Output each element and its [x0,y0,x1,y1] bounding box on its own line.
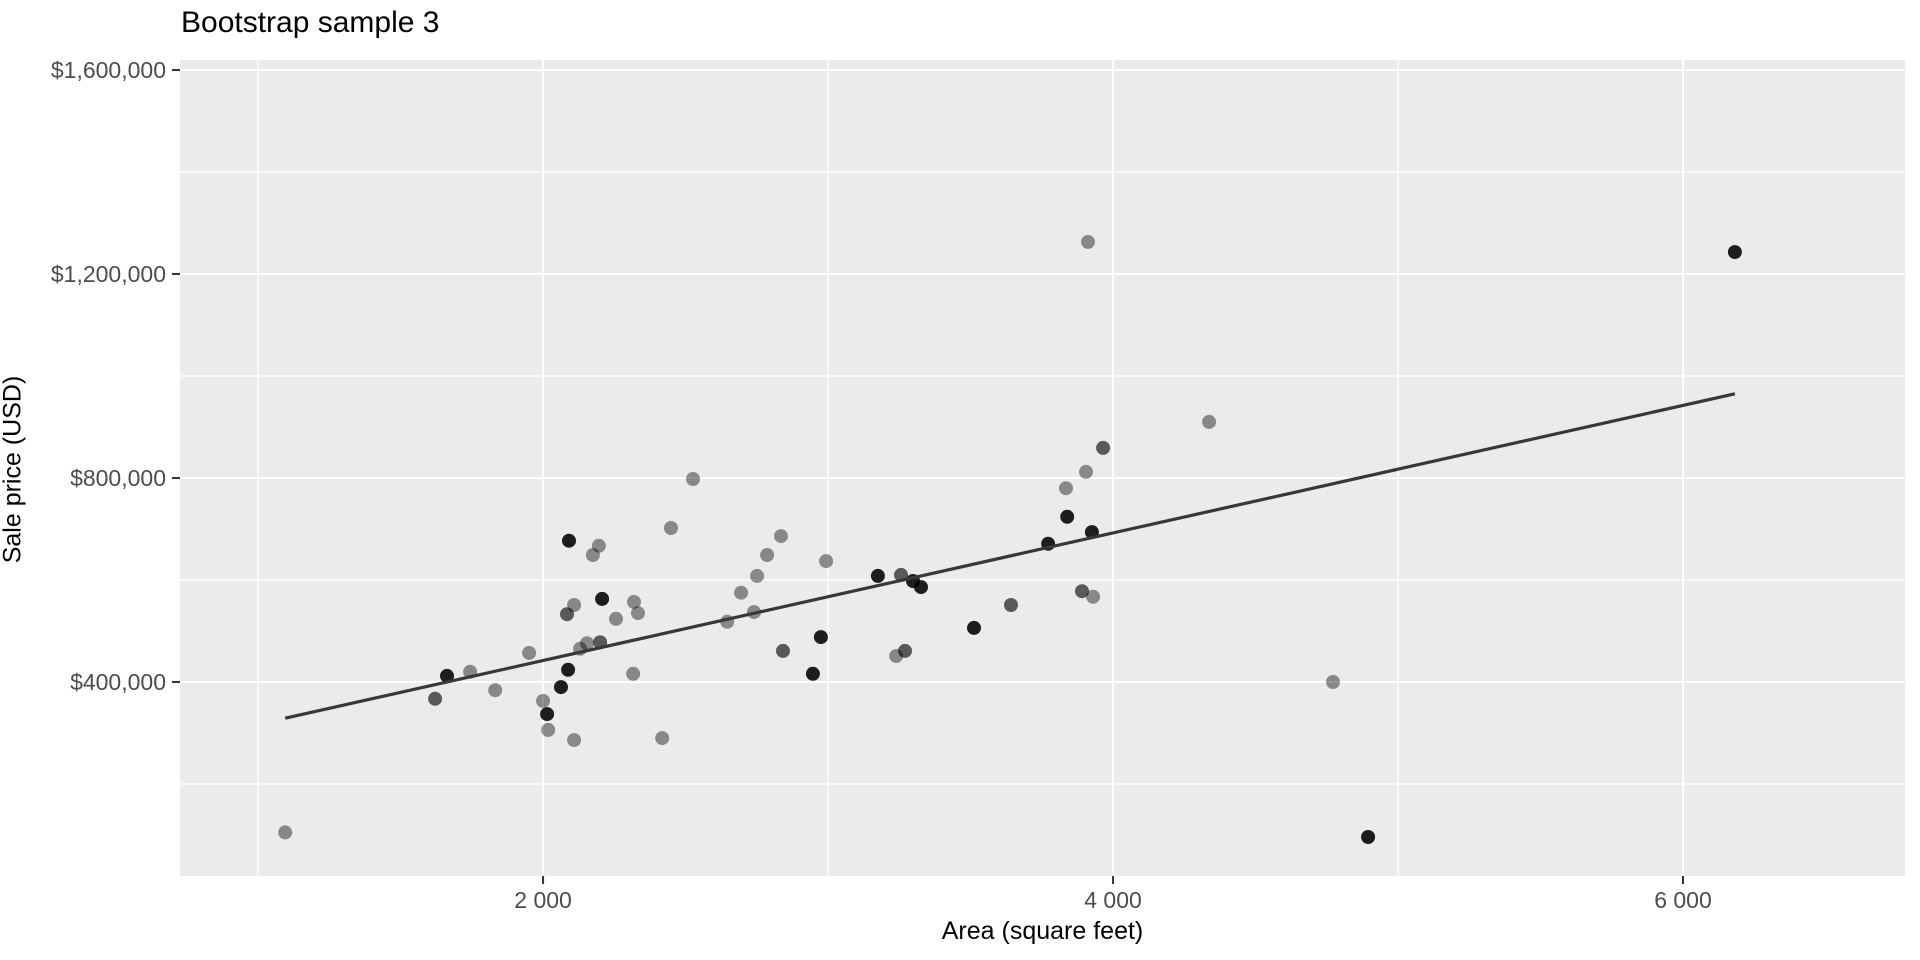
data-point [805,666,820,681]
data-point [967,620,981,635]
data-point [664,521,678,535]
data-point [1096,440,1111,455]
data-point [562,533,576,548]
data-point [567,733,582,748]
data-point [1081,234,1095,249]
data-point [734,585,749,600]
data-point [655,731,670,746]
plot-panel [180,60,1905,876]
x-tick-label: 2 000 [514,887,572,913]
data-point [561,662,576,677]
data-point [554,680,568,695]
data-point [1727,245,1742,260]
data-point [813,630,828,645]
data-point [428,691,443,706]
data-point [1004,598,1018,612]
data-point [631,606,645,621]
data-point [1060,509,1075,524]
data-point [560,607,574,622]
data-point [774,529,788,544]
data-point [540,707,555,722]
data-point [585,548,600,562]
data-point [278,825,293,840]
x-tick-label: 4 000 [1084,887,1142,913]
regression-line [284,392,1736,720]
data-point [750,568,765,583]
data-point [567,598,582,612]
x-axis-title: Area (square feet) [941,917,1144,945]
data-point [541,722,556,737]
data-point [1086,589,1101,604]
data-point [1202,414,1217,429]
data-point [914,580,928,595]
data-point [760,548,775,562]
data-point [536,693,551,708]
data-point [1079,464,1093,479]
data-point [440,668,454,683]
data-point [1326,675,1340,689]
data-point [626,666,641,681]
plot-title: Bootstrap sample 3 [181,6,440,39]
y-tick-label: $1,200,000 [51,261,166,287]
data-point [1075,584,1089,599]
data-point [522,645,537,660]
data-point [609,611,623,626]
y-tick-label: $400,000 [70,669,166,695]
data-point [580,636,594,651]
data-point [819,554,834,569]
data-point [595,591,610,606]
data-point [488,683,503,698]
data-point [898,643,912,658]
y-tick-label: $1,600,000 [51,57,166,83]
data-point [686,472,700,486]
y-axis-title: Sale price (USD) [0,375,27,564]
x-tick-label: 6 000 [1654,887,1712,913]
data-point [627,594,641,609]
data-point [591,538,606,553]
data-point [776,643,790,658]
data-point [1361,830,1376,844]
y-tick-label: $800,000 [70,465,166,491]
data-point [870,568,885,583]
data-point [1059,481,1073,496]
